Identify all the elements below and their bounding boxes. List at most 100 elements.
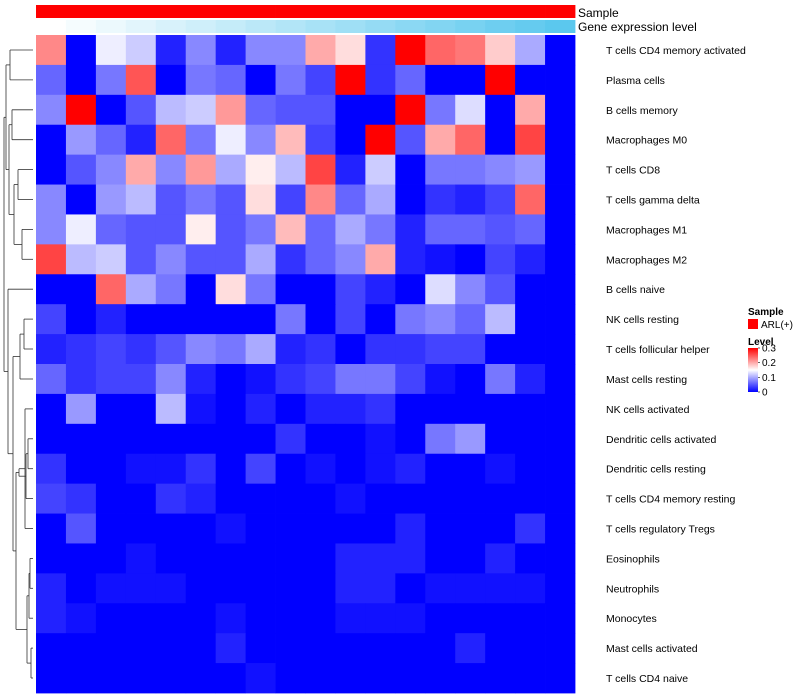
heatmap-cell [36, 64, 67, 96]
heatmap-cell [365, 453, 396, 485]
heatmap-cell [455, 543, 486, 574]
heatmap-cell [36, 603, 67, 634]
heatmap-cell [245, 35, 276, 66]
row-label: T cells regulatory Tregs [606, 524, 715, 536]
heatmap-cell [455, 244, 486, 275]
heatmap-cell [455, 64, 486, 96]
heatmap-cell [485, 35, 516, 66]
heatmap-cell [245, 124, 276, 156]
heatmap-cell [185, 214, 217, 245]
heatmap-cell [275, 573, 306, 604]
heatmap-cell [455, 663, 486, 694]
heatmap-cell [36, 334, 67, 365]
heatmap-cell [515, 543, 546, 574]
heatmap-cell [425, 64, 456, 96]
heatmap-cell [395, 214, 426, 245]
heatmap-cell [155, 513, 187, 544]
heatmap-cell [155, 35, 187, 66]
heatmap-cell [36, 244, 67, 275]
annotation-gene-cell [335, 20, 366, 33]
heatmap-cell [65, 663, 97, 694]
heatmap-cell [125, 184, 157, 215]
heatmap-cell [455, 274, 486, 305]
heatmap-cell [395, 483, 426, 514]
heatmap-cell [365, 423, 396, 455]
heatmap-cell [485, 663, 516, 694]
heatmap-cell [215, 334, 247, 365]
heatmap-cell [455, 633, 486, 664]
column-annotations: Sample Gene expression level [36, 5, 697, 34]
heatmap-cell [335, 274, 366, 305]
heatmap-cell [485, 244, 516, 275]
heatmap-cell [215, 154, 247, 185]
annotation-sample-cell [275, 5, 306, 18]
row-label: Dendritic cells resting [606, 464, 706, 476]
heatmap-cell [305, 573, 336, 604]
annotation-gene-cell [545, 20, 576, 33]
heatmap-cell [155, 64, 187, 96]
heatmap-cell [425, 423, 456, 455]
annotation-sample-cell [425, 5, 456, 18]
heatmap-cell [335, 513, 366, 544]
heatmap-cell [95, 244, 127, 275]
heatmap-cell [305, 35, 336, 66]
heatmap-cell [305, 423, 336, 455]
heatmap-cell [95, 393, 127, 425]
heatmap-cell [245, 64, 276, 96]
heatmap-cell [365, 633, 396, 664]
heatmap-cell [245, 393, 276, 425]
heatmap-cell [245, 94, 276, 126]
heatmap-cell [36, 453, 67, 485]
heatmap-cell [485, 603, 516, 634]
heatmap-cell [425, 603, 456, 634]
heatmap-cell [485, 483, 516, 514]
heatmap-cell [365, 94, 396, 126]
heatmap-cell [245, 483, 276, 514]
row-label: NK cells resting [606, 314, 679, 326]
annotation-sample-cell [335, 5, 366, 18]
heatmap-cell [185, 364, 217, 395]
row-label: T cells follicular helper [606, 344, 710, 356]
heatmap-cell [275, 184, 306, 215]
heatmap-cell [395, 184, 426, 215]
annotation-sample-bar [36, 5, 576, 18]
heatmap-cell [335, 214, 366, 245]
heatmap-cell [155, 364, 187, 395]
heatmap-cell [215, 304, 247, 335]
heatmap-cell [545, 64, 576, 96]
heatmap-cell [425, 214, 456, 245]
heatmap-cell [275, 334, 306, 365]
heatmap-cell [215, 633, 247, 664]
heatmap-cell [275, 35, 306, 66]
heatmap-cell [395, 124, 426, 156]
legend-tick-label: 0 [762, 388, 768, 399]
heatmap-cell [545, 393, 576, 425]
annotation-sample-cell [155, 5, 187, 18]
heatmap-cell [335, 184, 366, 215]
heatmap-cell [185, 543, 217, 574]
heatmap-cell [335, 393, 366, 425]
annotation-gene-cell [305, 20, 336, 33]
heatmap-cell [125, 35, 157, 66]
heatmap-cell [395, 543, 426, 574]
heatmap-cell [335, 124, 366, 156]
row-label: Mast cells resting [606, 374, 687, 386]
heatmap-cell [395, 334, 426, 365]
annotation-sample-cell [305, 5, 336, 18]
heatmap-cell [305, 244, 336, 275]
heatmap-cell [305, 633, 336, 664]
heatmap-cell [545, 124, 576, 156]
heatmap-cell [125, 94, 157, 126]
heatmap-cell [425, 334, 456, 365]
heatmap-cell [395, 573, 426, 604]
heatmap-cell [185, 124, 217, 156]
heatmap-cell [245, 573, 276, 604]
annotation-sample-cell [395, 5, 426, 18]
heatmap-cell [365, 513, 396, 544]
heatmap-cell [485, 633, 516, 664]
annotation-gene-cell [155, 20, 187, 33]
heatmap-cell [485, 184, 516, 215]
heatmap-cell [215, 603, 247, 634]
heatmap-cell [125, 453, 157, 485]
heatmap-cell [275, 393, 306, 425]
